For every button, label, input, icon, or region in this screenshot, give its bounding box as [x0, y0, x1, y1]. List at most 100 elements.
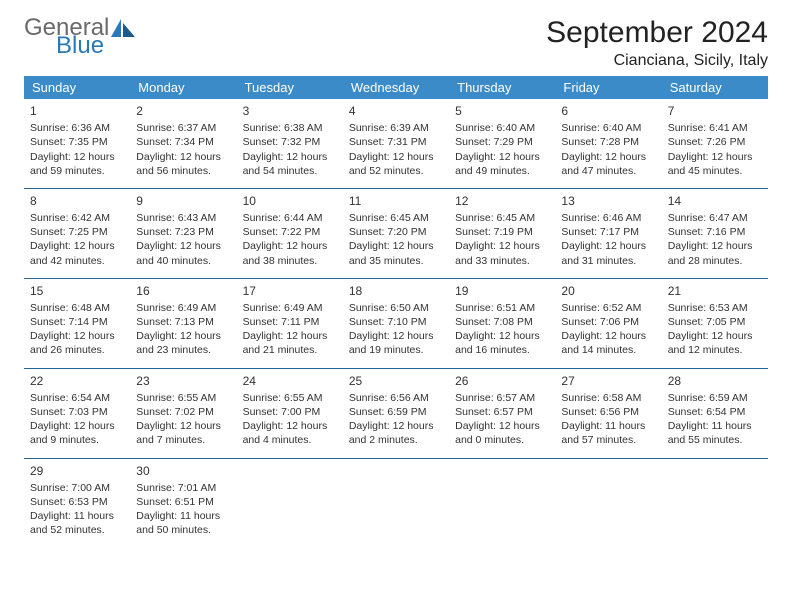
day-cell: 8Sunrise: 6:42 AMSunset: 7:25 PMDaylight… [24, 188, 130, 278]
day-cell: 14Sunrise: 6:47 AMSunset: 7:16 PMDayligh… [662, 188, 768, 278]
daylight-text: Daylight: 12 hours and 54 minutes. [243, 150, 337, 178]
weekday-header-row: Sunday Monday Tuesday Wednesday Thursday… [24, 76, 768, 99]
day-number: 22 [30, 373, 124, 389]
sunset-text: Sunset: 7:10 PM [349, 315, 443, 329]
day-number: 25 [349, 373, 443, 389]
weekday-saturday: Saturday [662, 76, 768, 99]
sunrise-text: Sunrise: 6:38 AM [243, 121, 337, 135]
daylight-text: Daylight: 12 hours and 38 minutes. [243, 239, 337, 267]
day-cell: 5Sunrise: 6:40 AMSunset: 7:29 PMDaylight… [449, 99, 555, 188]
day-cell: 1 Sunrise: 6:36 AMSunset: 7:35 PMDaylight… [24, 99, 130, 188]
day-number: 29 [30, 463, 124, 479]
sunset-text: Sunset: 7:25 PM [30, 225, 124, 239]
day-number: 19 [455, 283, 549, 299]
day-cell: 9Sunrise: 6:43 AMSunset: 7:23 PMDaylight… [130, 188, 236, 278]
day-cell: 7Sunrise: 6:41 AMSunset: 7:26 PMDaylight… [662, 99, 768, 188]
sunrise-text: Sunrise: 6:41 AM [668, 121, 762, 135]
sunset-text: Sunset: 7:11 PM [243, 315, 337, 329]
daylight-text: Daylight: 12 hours and 59 minutes. [30, 150, 124, 178]
daylight-text: Daylight: 11 hours and 55 minutes. [668, 419, 762, 447]
sunset-text: Sunset: 7:20 PM [349, 225, 443, 239]
sunrise-text: Sunrise: 6:52 AM [561, 301, 655, 315]
daylight-text: Daylight: 11 hours and 50 minutes. [136, 509, 230, 537]
month-title: September 2024 [546, 16, 768, 50]
day-cell: 3Sunrise: 6:38 AMSunset: 7:32 PMDaylight… [237, 99, 343, 188]
daylight-text: Daylight: 12 hours and 35 minutes. [349, 239, 443, 267]
day-cell: 24Sunrise: 6:55 AMSunset: 7:00 PMDayligh… [237, 368, 343, 458]
day-number: 26 [455, 373, 549, 389]
sunset-text: Sunset: 6:51 PM [136, 495, 230, 509]
weekday-friday: Friday [555, 76, 661, 99]
sunrise-text: Sunrise: 6:51 AM [455, 301, 549, 315]
day-number: 8 [30, 193, 124, 209]
daylight-text: Daylight: 12 hours and 28 minutes. [668, 239, 762, 267]
day-number: 30 [136, 463, 230, 479]
sunset-text: Sunset: 7:26 PM [668, 135, 762, 149]
day-number: 7 [668, 103, 762, 119]
sunset-text: Sunset: 7:31 PM [349, 135, 443, 149]
sunrise-text: Sunrise: 6:49 AM [243, 301, 337, 315]
sunrise-text: Sunrise: 6:58 AM [561, 391, 655, 405]
sunset-text: Sunset: 7:19 PM [455, 225, 549, 239]
sunset-text: Sunset: 6:53 PM [30, 495, 124, 509]
day-cell: 27Sunrise: 6:58 AMSunset: 6:56 PMDayligh… [555, 368, 661, 458]
sunrise-text: Sunrise: 6:59 AM [668, 391, 762, 405]
daylight-text: Daylight: 12 hours and 31 minutes. [561, 239, 655, 267]
sunrise-text: Sunrise: 6:40 AM [455, 121, 549, 135]
day-number: 16 [136, 283, 230, 299]
sunset-text: Sunset: 7:17 PM [561, 225, 655, 239]
sunset-text: Sunset: 6:54 PM [668, 405, 762, 419]
day-cell: 25Sunrise: 6:56 AMSunset: 6:59 PMDayligh… [343, 368, 449, 458]
weekday-monday: Monday [130, 76, 236, 99]
daylight-text: Daylight: 12 hours and 0 minutes. [455, 419, 549, 447]
day-cell: 26Sunrise: 6:57 AMSunset: 6:57 PMDayligh… [449, 368, 555, 458]
day-cell: 17Sunrise: 6:49 AMSunset: 7:11 PMDayligh… [237, 278, 343, 368]
sunrise-text: Sunrise: 6:36 AM [30, 121, 124, 135]
empty-cell [449, 458, 555, 547]
calendar-row: 15Sunrise: 6:48 AMSunset: 7:14 PMDayligh… [24, 278, 768, 368]
sunrise-text: Sunrise: 6:54 AM [30, 391, 124, 405]
empty-cell [343, 458, 449, 547]
day-number: 15 [30, 283, 124, 299]
sunset-text: Sunset: 7:02 PM [136, 405, 230, 419]
day-cell: 16Sunrise: 6:49 AMSunset: 7:13 PMDayligh… [130, 278, 236, 368]
day-cell: 12Sunrise: 6:45 AMSunset: 7:19 PMDayligh… [449, 188, 555, 278]
calendar-row: 8 Sunrise: 6:42 AMSunset: 7:25 PM Daylight… [24, 188, 768, 278]
sunrise-text: Sunrise: 6:55 AM [136, 391, 230, 405]
sunrise-text: Sunrise: 6:50 AM [349, 301, 443, 315]
day-number: 20 [561, 283, 655, 299]
sunrise-text: Sunrise: 6:40 AM [561, 121, 655, 135]
day-cell: 19Sunrise: 6:51 AMSunset: 7:08 PMDayligh… [449, 278, 555, 368]
day-number: 12 [455, 193, 549, 209]
sunrise-text: Sunrise: 6:48 AM [30, 301, 124, 315]
daylight-text: Daylight: 12 hours and 33 minutes. [455, 239, 549, 267]
daylight-text: Daylight: 12 hours and 26 minutes. [30, 329, 124, 357]
daylight-text: Daylight: 12 hours and 19 minutes. [349, 329, 443, 357]
daylight-text: Daylight: 12 hours and 2 minutes. [349, 419, 443, 447]
sunrise-text: Sunrise: 7:01 AM [136, 481, 230, 495]
sunset-text: Sunset: 7:35 PM [30, 135, 124, 149]
title-block: September 2024 Cianciana, Sicily, Italy [546, 16, 768, 70]
daylight-text: Daylight: 12 hours and 56 minutes. [136, 150, 230, 178]
day-number: 1 [30, 103, 124, 119]
sunrise-text: Sunrise: 6:46 AM [561, 211, 655, 225]
sunrise-text: Sunrise: 6:49 AM [136, 301, 230, 315]
weekday-thursday: Thursday [449, 76, 555, 99]
sunset-text: Sunset: 7:05 PM [668, 315, 762, 329]
sunrise-text: Sunrise: 6:42 AM [30, 211, 124, 225]
sunset-text: Sunset: 6:57 PM [455, 405, 549, 419]
day-number: 17 [243, 283, 337, 299]
day-number: 6 [561, 103, 655, 119]
day-number: 27 [561, 373, 655, 389]
empty-cell [662, 458, 768, 547]
day-cell: 29Sunrise: 7:00 AMSunset: 6:53 PMDayligh… [24, 458, 130, 547]
day-cell: 10Sunrise: 6:44 AMSunset: 7:22 PMDayligh… [237, 188, 343, 278]
day-number: 10 [243, 193, 337, 209]
logo: General Blue [24, 16, 137, 58]
day-cell: 15Sunrise: 6:48 AMSunset: 7:14 PMDayligh… [24, 278, 130, 368]
day-number: 3 [243, 103, 337, 119]
day-cell: 30 Sunrise: 7:01 AMSunset: 6:51 PMDayligh… [130, 458, 236, 547]
header: General Blue September 2024 Cianciana, S… [24, 16, 768, 70]
sunset-text: Sunset: 7:28 PM [561, 135, 655, 149]
day-cell: 4Sunrise: 6:39 AMSunset: 7:31 PMDaylight… [343, 99, 449, 188]
